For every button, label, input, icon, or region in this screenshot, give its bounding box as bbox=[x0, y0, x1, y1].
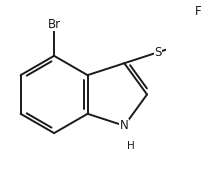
Text: Br: Br bbox=[47, 18, 61, 31]
Text: S: S bbox=[154, 46, 162, 59]
Text: N: N bbox=[120, 119, 129, 132]
Text: F: F bbox=[195, 4, 202, 18]
Text: H: H bbox=[127, 141, 135, 151]
